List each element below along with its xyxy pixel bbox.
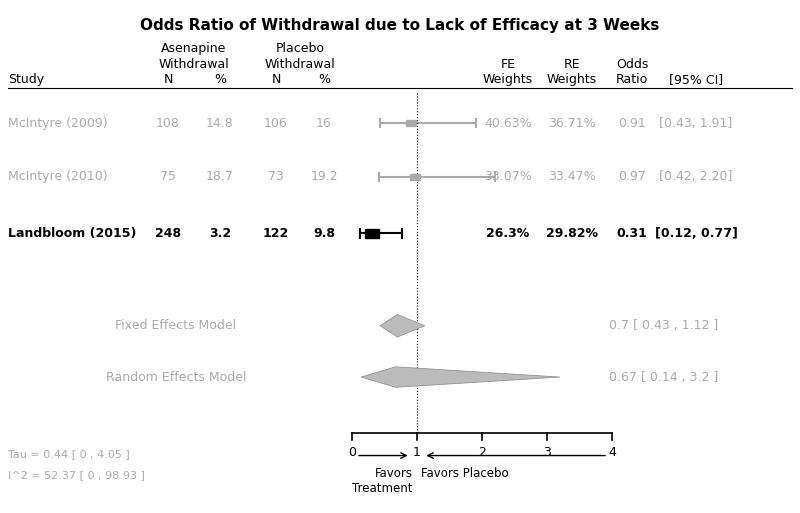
Text: Weights: Weights [547,73,597,86]
Text: 18.7: 18.7 [206,170,234,184]
Text: Favors
Treatment: Favors Treatment [353,467,413,495]
Text: 1: 1 [413,446,421,459]
Text: Odds Ratio of Withdrawal due to Lack of Efficacy at 3 Weeks: Odds Ratio of Withdrawal due to Lack of … [140,18,660,33]
Text: 33.07%: 33.07% [484,170,532,184]
Text: McIntyre (2009): McIntyre (2009) [8,116,108,130]
Text: Favors Placebo: Favors Placebo [421,467,509,480]
Text: 19.2: 19.2 [310,170,338,184]
Text: 33.47%: 33.47% [548,170,596,184]
Text: Odds: Odds [616,57,648,71]
Text: Weights: Weights [483,73,533,86]
Text: Ratio: Ratio [616,73,648,86]
Text: Withdrawal: Withdrawal [158,57,230,71]
Text: %: % [318,73,330,86]
Text: 248: 248 [155,227,181,240]
Text: 75: 75 [160,170,176,184]
Text: 0: 0 [348,446,356,459]
Text: 122: 122 [263,227,289,240]
Text: 0.31: 0.31 [617,227,647,240]
Text: [0.43, 1.91]: [0.43, 1.91] [659,116,733,130]
Text: [95% CI]: [95% CI] [669,73,723,86]
Text: Study: Study [8,73,44,86]
Text: Fixed Effects Model: Fixed Effects Model [115,319,237,332]
Text: 3.2: 3.2 [209,227,231,240]
Text: 106: 106 [264,116,288,130]
Text: 36.71%: 36.71% [548,116,596,130]
Text: [0.42, 2.20]: [0.42, 2.20] [659,170,733,184]
Text: Asenapine: Asenapine [162,42,226,55]
Text: FE: FE [501,57,515,71]
Text: 26.3%: 26.3% [486,227,530,240]
Text: 3: 3 [543,446,551,459]
Text: 0.97: 0.97 [618,170,646,184]
Text: 0.67 [ 0.14 , 3.2 ]: 0.67 [ 0.14 , 3.2 ] [610,370,718,384]
Text: 2: 2 [478,446,486,459]
Text: RE: RE [564,57,580,71]
Text: 16: 16 [316,116,332,130]
Text: I^2 = 52.37 [ 0 , 98.93 ]: I^2 = 52.37 [ 0 , 98.93 ] [8,470,145,481]
Text: Withdrawal: Withdrawal [265,57,335,71]
Text: McIntyre (2010): McIntyre (2010) [8,170,108,184]
Text: Random Effects Model: Random Effects Model [106,370,246,384]
Text: 14.8: 14.8 [206,116,234,130]
Text: 4: 4 [608,446,616,459]
Text: 9.8: 9.8 [313,227,335,240]
Text: Placebo: Placebo [275,42,325,55]
Text: N: N [271,73,281,86]
Text: 73: 73 [268,170,284,184]
Text: 0.7 [ 0.43 , 1.12 ]: 0.7 [ 0.43 , 1.12 ] [610,319,718,332]
Text: 108: 108 [156,116,180,130]
Text: 0.91: 0.91 [618,116,646,130]
Text: Tau = 0.44 [ 0 , 4.05 ]: Tau = 0.44 [ 0 , 4.05 ] [8,449,130,459]
Text: 29.82%: 29.82% [546,227,598,240]
Text: N: N [163,73,173,86]
Text: %: % [214,73,226,86]
Text: Landbloom (2015): Landbloom (2015) [8,227,136,240]
Text: 40.63%: 40.63% [484,116,532,130]
Text: [0.12, 0.77]: [0.12, 0.77] [654,227,738,240]
